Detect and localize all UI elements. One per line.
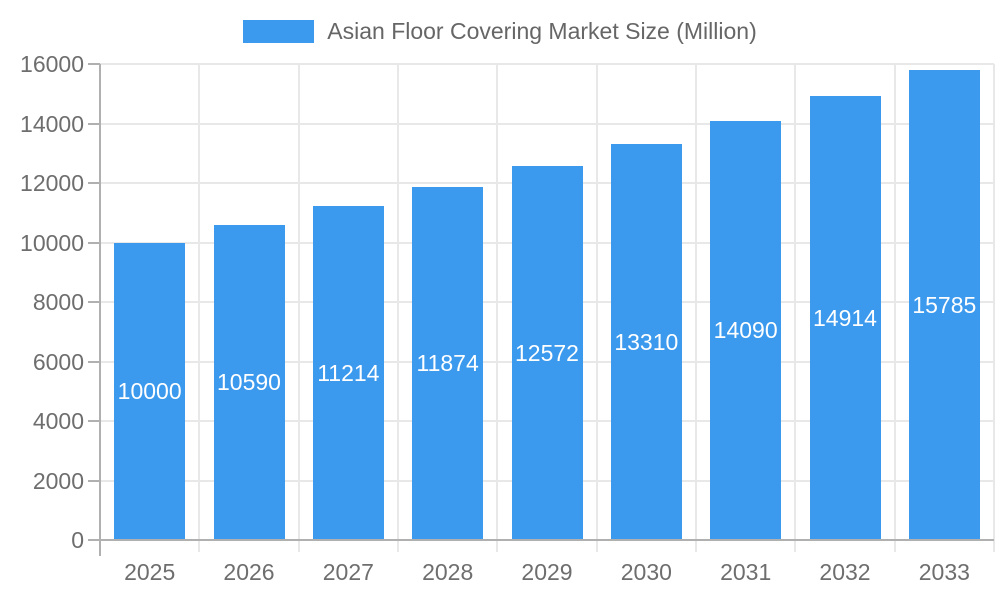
y-tick-label: 8000 xyxy=(32,289,84,315)
y-tick xyxy=(88,63,100,65)
v-gridline xyxy=(397,64,399,552)
y-tick xyxy=(88,420,100,422)
bar xyxy=(511,165,583,540)
x-tick-label: 2028 xyxy=(422,559,474,585)
x-tick-label: 2032 xyxy=(819,559,871,585)
bar-value-label: 11874 xyxy=(416,350,479,377)
x-tick-label: 2025 xyxy=(124,559,176,585)
y-tick-label: 10000 xyxy=(20,229,84,256)
bar-value-label: 12572 xyxy=(515,339,579,366)
x-tick-label: 2030 xyxy=(620,559,672,585)
v-gridline xyxy=(794,64,797,552)
y-tick-label: 0 xyxy=(71,527,84,553)
legend-item[interactable]: Asian Floor Covering Market Size (Millio… xyxy=(0,17,1000,45)
y-tick xyxy=(88,301,100,303)
v-gridline xyxy=(496,64,499,552)
x-tick-label: 2027 xyxy=(322,559,374,585)
v-gridline xyxy=(893,64,896,552)
y-tick xyxy=(88,241,100,244)
bar xyxy=(412,186,484,540)
v-gridline xyxy=(595,64,598,552)
y-tick-label: 2000 xyxy=(32,467,84,494)
legend-swatch xyxy=(243,19,315,43)
y-tick-label: 6000 xyxy=(32,348,84,375)
bar xyxy=(809,96,881,540)
x-tick-label: 2029 xyxy=(521,559,573,585)
bar-value-label: 11214 xyxy=(317,360,380,387)
bar xyxy=(114,242,186,540)
v-gridline xyxy=(198,64,201,552)
x-tick-label: 2031 xyxy=(720,559,772,585)
legend-label: Asian Floor Covering Market Size (Millio… xyxy=(327,18,757,44)
bar-value-label: 10000 xyxy=(117,378,182,405)
bar-value-label: 15785 xyxy=(912,292,977,319)
y-tick xyxy=(88,539,100,541)
bar xyxy=(710,120,782,540)
bar-value-label: 13310 xyxy=(614,329,679,355)
h-gridline xyxy=(100,122,994,125)
v-gridline xyxy=(695,64,697,552)
bar-value-label: 14090 xyxy=(713,317,778,344)
y-tick xyxy=(88,122,100,125)
h-gridline xyxy=(100,63,994,65)
x-tick-label: 2026 xyxy=(223,559,275,585)
y-axis-line xyxy=(99,64,101,556)
v-gridline xyxy=(993,64,995,552)
y-tick-label: 4000 xyxy=(32,408,84,434)
bar xyxy=(213,224,285,540)
x-tick-label: 2033 xyxy=(918,559,970,585)
bar xyxy=(312,206,384,540)
y-tick xyxy=(88,479,100,482)
y-tick-label: 12000 xyxy=(20,170,84,196)
y-tick xyxy=(88,360,100,363)
x-axis-line xyxy=(100,539,994,541)
bar xyxy=(908,70,980,540)
y-tick xyxy=(88,182,100,184)
bar-value-label: 10590 xyxy=(217,369,281,396)
bar-value-label: 14914 xyxy=(813,305,877,332)
bar xyxy=(610,144,682,540)
y-tick-label: 14000 xyxy=(20,110,84,137)
y-tick-label: 16000 xyxy=(20,51,84,77)
v-gridline xyxy=(297,64,300,552)
